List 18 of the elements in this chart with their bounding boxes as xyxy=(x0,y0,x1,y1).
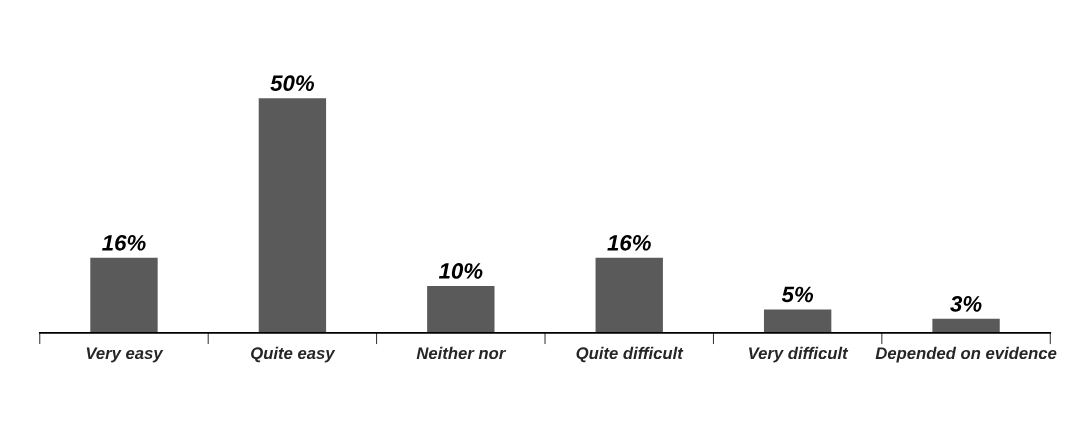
data-label: 3% xyxy=(950,295,982,312)
bar xyxy=(595,257,663,333)
bar xyxy=(427,286,495,333)
bar xyxy=(90,257,158,333)
bar xyxy=(932,318,1000,333)
x-tick-label: Quite easy xyxy=(251,346,336,363)
bar xyxy=(258,98,327,333)
bar xyxy=(763,309,832,333)
data-label: 10% xyxy=(438,263,483,279)
data-label: 16% xyxy=(102,234,146,251)
x-tick-label: Depended on evidence xyxy=(875,346,1057,363)
data-label: 5% xyxy=(781,286,814,303)
data-label: 16% xyxy=(607,234,651,251)
x-tick-label: Very difficult xyxy=(749,346,849,363)
x-tick-label: Quite difficult xyxy=(576,346,684,363)
x-tick-label: Very easy xyxy=(86,347,164,363)
x-tick-label: Neither nor xyxy=(416,346,507,360)
data-label: 50% xyxy=(270,75,315,91)
